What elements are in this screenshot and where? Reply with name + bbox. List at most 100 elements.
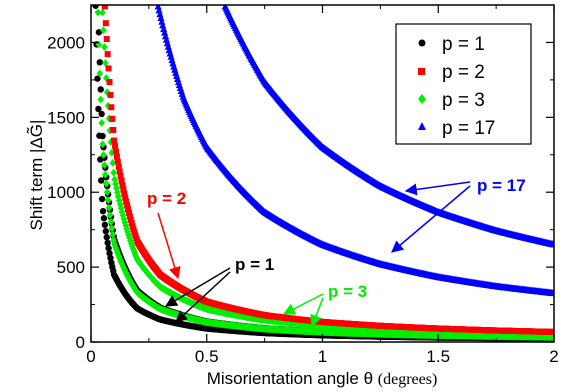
annotation-p1: p = 1: [235, 255, 274, 274]
data-point: [95, 29, 103, 36]
data-point: [113, 148, 120, 155]
data-point: [158, 17, 166, 25]
data-point: [114, 158, 121, 165]
data-point: [97, 95, 105, 104]
data-point: [130, 226, 137, 233]
legend-box: [395, 23, 532, 145]
data-point: [99, 140, 106, 149]
data-point: [99, 132, 106, 140]
data-point: [110, 168, 117, 177]
data-point: [161, 28, 169, 36]
x-tick-label: 0: [86, 347, 95, 366]
data-point: [128, 220, 135, 227]
annotation-p17: p = 17: [477, 176, 526, 195]
data-point: [107, 218, 115, 226]
annotation-p3-arrow-b: [310, 297, 324, 328]
x-axis-label-text: Misorientation angle θ: [207, 369, 373, 388]
annotation-p3: p = 3: [328, 282, 367, 301]
legend: p = 1 p = 2 p = 3 p = 17: [395, 23, 532, 145]
x-tick-label: 1: [318, 347, 327, 366]
data-point: [155, 6, 163, 14]
data-point: [121, 190, 128, 197]
data-point: [156, 10, 164, 18]
data-point: [98, 119, 105, 127]
annotation-p17-arrow-a: [404, 181, 471, 196]
y-axis: 0 500 1000 1500 2000: [47, 33, 554, 352]
data-point: [161, 32, 170, 40]
annotation-p1-arrow-b: [175, 271, 231, 323]
y-tick-label: 1500: [47, 108, 85, 127]
legend-marker-p3: [418, 94, 426, 104]
annotation-p17-arrow-b: [391, 185, 471, 253]
data-point: [99, 207, 107, 215]
data-point: [118, 177, 125, 184]
data-point: [109, 159, 117, 167]
annotation-p2: p = 2: [147, 189, 186, 208]
data-point: [113, 153, 120, 160]
annotation-p3-arrow-a: [282, 293, 324, 315]
data-point: [102, 170, 109, 179]
data-point: [100, 26, 107, 35]
data-point: [102, 20, 109, 27]
legend-marker-p17: [418, 122, 426, 130]
data-point: [101, 43, 108, 51]
data-point: [97, 86, 104, 93]
data-point: [100, 215, 108, 222]
x-tick-label: 1.5: [426, 347, 450, 366]
data-point: [109, 115, 116, 122]
data-point: [104, 51, 111, 58]
data-point: [103, 188, 111, 197]
data-point: [105, 203, 113, 212]
annotations: p = 2 p = 1 p = 3 p = 17: [147, 176, 526, 328]
data-point: [99, 8, 106, 17]
data-point: [98, 195, 106, 203]
data-point: [103, 234, 110, 241]
x-axis-label: Misorientation angle θ (degrees): [207, 369, 438, 388]
data-point: [106, 211, 114, 220]
series-layer: [92, 5, 554, 342]
y-tick-label: 1000: [47, 183, 85, 202]
data-point: [124, 227, 131, 236]
data-point: [123, 198, 130, 205]
data-point: [124, 202, 131, 209]
data-point: [115, 196, 123, 205]
data-point: [120, 214, 128, 223]
data-point: [105, 245, 112, 252]
data-point: [125, 209, 132, 216]
data-point: [111, 137, 118, 144]
y-tick-label: 500: [57, 258, 85, 277]
data-point: [109, 230, 117, 239]
data-point: [101, 5, 108, 10]
data-point: [106, 79, 113, 86]
data-point: [127, 216, 134, 223]
data-point: [114, 188, 121, 197]
data-point: [96, 69, 104, 78]
data-point: [119, 182, 126, 189]
data-point: [102, 228, 110, 235]
data-point: [551, 328, 554, 335]
x-axis: 0 0.5 1 1.5 2: [86, 5, 559, 366]
data-point: [126, 233, 133, 242]
data-point: [129, 223, 136, 230]
data-point: [549, 289, 554, 297]
data-point: [98, 110, 105, 118]
data-point: [159, 21, 167, 29]
legend-label-p17: p = 17: [442, 118, 495, 139]
data-point: [102, 179, 110, 188]
legend-label-p3: p = 3: [442, 90, 485, 111]
data-point: [103, 36, 110, 43]
data-point: [112, 143, 119, 150]
data-point: [104, 239, 111, 247]
data-point: [92, 5, 99, 9]
y-tick-label: 2000: [47, 33, 85, 52]
x-tick-label: 0.5: [195, 347, 219, 366]
annotation-p1-arrow-a: [164, 267, 231, 307]
data-point: [96, 59, 103, 66]
legend-marker-p1: [418, 39, 426, 47]
data-point: [104, 196, 112, 205]
x-axis-label-unit: (degrees): [378, 371, 438, 388]
data-point: [160, 25, 168, 33]
data-point: [117, 173, 124, 180]
data-point: [106, 250, 113, 257]
data-point: [94, 75, 101, 82]
